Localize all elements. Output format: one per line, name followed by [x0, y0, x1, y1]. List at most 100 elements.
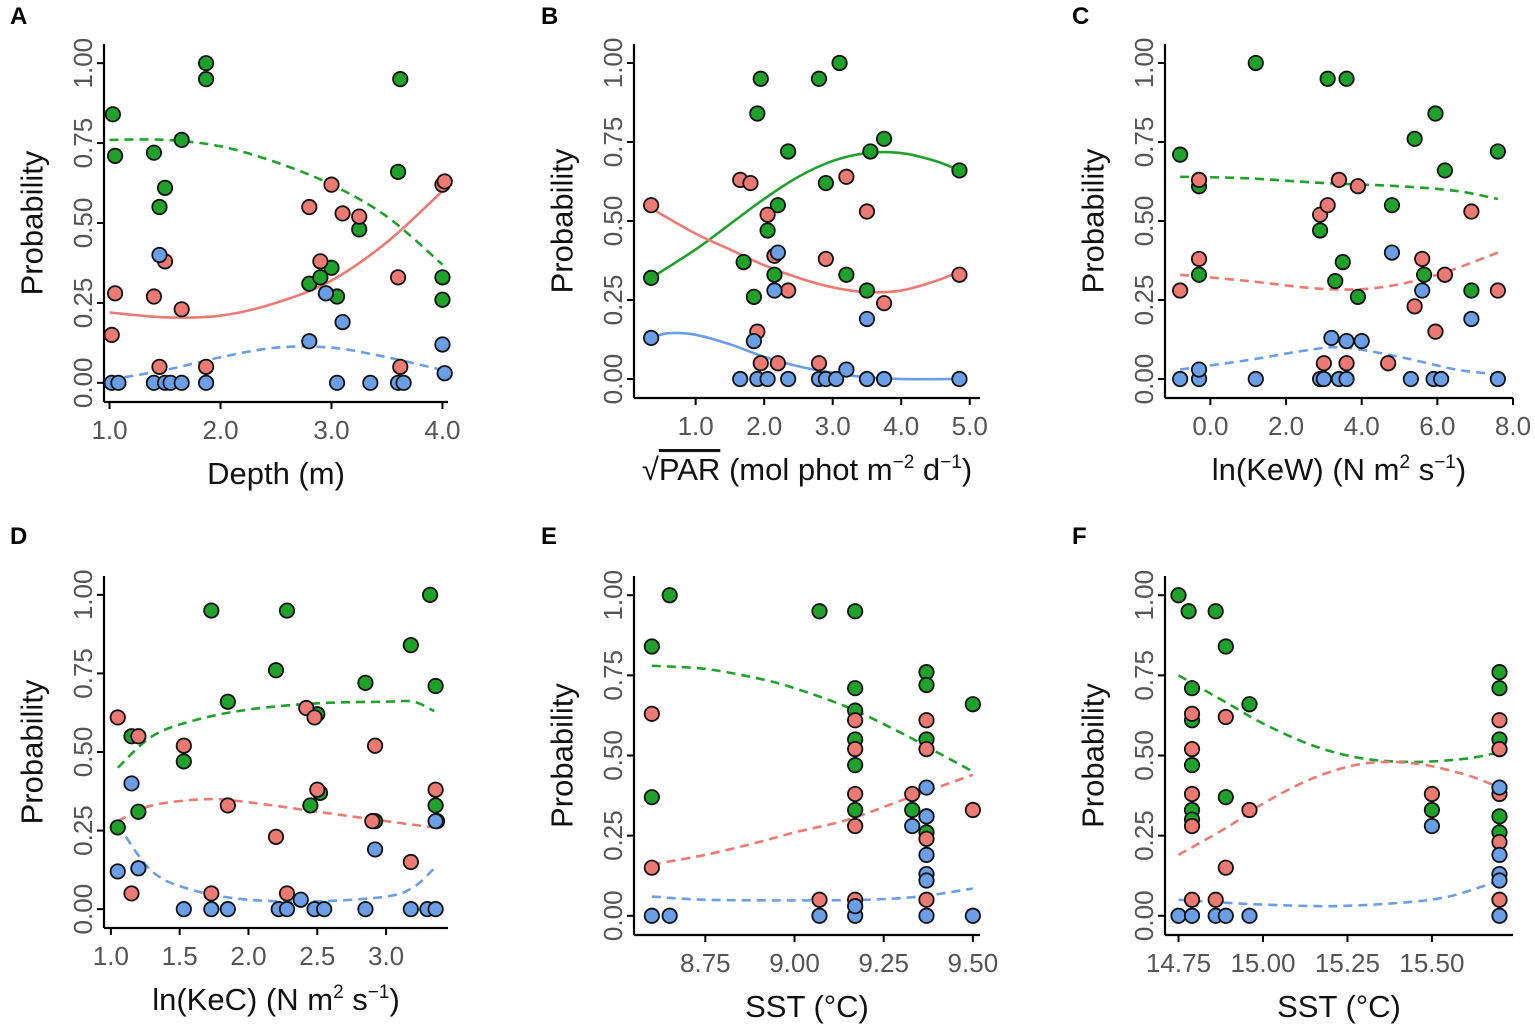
panel-b-y-axis-title: Probability	[545, 148, 580, 293]
panel-c-x-tick-label: 0.0	[1192, 411, 1228, 441]
panel-b-blue-point	[766, 282, 783, 299]
panel-b-xlabel-superscript: −1	[940, 452, 962, 473]
panel-a-red-point	[312, 253, 329, 270]
panel-a-red-point	[301, 198, 318, 216]
panel-d-x-tick-label: 1.5	[162, 941, 198, 971]
panel-f-y-tick-label: 0.50	[1129, 730, 1159, 781]
panel-f: F 0.00 0.25 0.50 0.75 1.00 14.75 15.00 15.25 15.5…	[1072, 523, 1513, 1024]
panel-c-blue-point	[1190, 361, 1208, 378]
panel-a-letter: A	[10, 3, 27, 30]
panel-c-y-tick-label: 1.00	[1129, 38, 1159, 89]
panel-f-red-point	[1423, 785, 1441, 803]
panel-c-xlabel-part: s	[1410, 452, 1434, 487]
panel-f-red-point	[1183, 705, 1201, 722]
panel-d-blue-point	[203, 901, 220, 918]
panel-f-y-tick-label: 0.25	[1129, 810, 1159, 861]
panel-f-green-fit-curve	[1177, 674, 1500, 764]
panel-b-blue-point	[759, 370, 776, 388]
panel-e-y-tick-label: 1.00	[598, 570, 628, 621]
panel-a-blue-point	[173, 374, 190, 391]
panel-b-red-point	[838, 168, 855, 185]
panel-d-red-point	[109, 709, 126, 726]
panel-a-red-point	[334, 205, 351, 222]
panel-d-green-point	[302, 797, 319, 814]
panel-f-red-point	[1217, 708, 1234, 726]
panel-f-green-point	[1423, 801, 1441, 819]
panel-c-x-tick-label: 2.0	[1268, 411, 1304, 441]
panel-f-red-point	[1217, 859, 1234, 876]
panel-f-red-point	[1207, 891, 1224, 908]
panel-f-red-fit-curve	[1177, 760, 1500, 856]
panel-e-blue-point	[918, 872, 935, 889]
panel-a-x-axis-title: Depth (m)	[207, 456, 345, 491]
panel-d-xlabel-part: s	[344, 982, 368, 1017]
panel-d-red-point	[130, 728, 147, 745]
panel-c-y-tick-label: 0.00	[1129, 354, 1159, 405]
panel-b-blue-point	[858, 310, 876, 328]
panel-d-green-point	[175, 753, 192, 770]
panel-b-x-tick-label: 5.0	[952, 411, 988, 441]
panel-b-xlabel-part: d	[914, 452, 940, 487]
panel-b-red-point	[742, 174, 759, 192]
panel-d-letter: D	[10, 523, 27, 550]
panel-b-xlabel-sqrt: √	[642, 452, 659, 487]
panel-d-green-point	[267, 662, 285, 679]
panel-e-green-point	[847, 603, 864, 620]
panel-e: E 0.00 0.25 0.50 0.75 1.00 8.75 9.00 9.25 9.50 Pro…	[541, 523, 998, 1024]
panel-a-green-point	[434, 291, 451, 308]
panel-e-blue-point	[904, 817, 921, 835]
panel-a-y-tick-label: 0.25	[68, 278, 98, 329]
panel-b-green-point	[769, 197, 786, 214]
panel-e-y-tick-label: 0.25	[598, 810, 628, 861]
panel-b-blue-point	[769, 244, 786, 261]
panel-c-blue-point	[1414, 282, 1431, 299]
panel-e-blue-point	[918, 779, 935, 796]
panel-f-green-point	[1217, 638, 1234, 655]
panel-a-y-tick-label: 0.75	[68, 118, 98, 169]
panel-e-blue-point	[918, 907, 935, 924]
panel-b-blue-point	[875, 370, 893, 388]
panel-a-y-tick-label: 1.00	[68, 38, 98, 89]
panel-f-y-tick-label: 1.00	[1129, 570, 1159, 621]
panel-e-red-point	[964, 801, 981, 819]
panel-c: C 0.00 0.25 0.50 0.75 1.00 0.0 2.0 4.0 6.0 8.0 Prob…	[1072, 3, 1531, 487]
panel-c-x-tick-label: 8.0	[1495, 411, 1531, 441]
panel-e-green-point	[918, 676, 935, 694]
panel-e-y-axis-title: Probability	[545, 683, 580, 828]
panel-d-green-point	[203, 602, 220, 619]
panel-b-x-tick-label: 3.0	[815, 411, 851, 441]
panel-b-green-point	[752, 70, 769, 87]
panel-e-blue-point	[811, 907, 828, 924]
panel-e-red-point	[643, 705, 660, 722]
panel-a-blue-point	[110, 374, 127, 391]
panel-d-red-point	[219, 797, 236, 814]
panel-d-blue-point	[109, 863, 126, 880]
panel-d-blue-point	[402, 901, 419, 918]
panel-c-blue-point	[1338, 370, 1355, 388]
panel-c-y-tick-label: 0.25	[1129, 275, 1159, 326]
panel-c-green-point	[1349, 288, 1367, 305]
panel-f-blue-point	[1241, 907, 1258, 924]
panel-e-green-point	[643, 638, 660, 655]
panel-a-green-point	[145, 144, 163, 161]
panel-e-red-point	[918, 830, 935, 847]
panel-a-blue-point	[436, 365, 453, 382]
panel-b-green-point	[735, 253, 752, 271]
panel-c-green-point	[1311, 222, 1329, 239]
panel-d-y-tick-label: 1.00	[68, 570, 98, 621]
panel-a-blue-point	[151, 246, 168, 264]
panel-a-red-point	[323, 176, 340, 193]
panel-c-red-point	[1330, 171, 1348, 189]
panel-f-x-tick-label: 15.00	[1230, 948, 1295, 978]
panel-d-y-tick-label: 0.25	[68, 805, 98, 856]
panel-a-blue-point	[317, 285, 335, 302]
panel-b-xlabel-var: PAR	[659, 452, 720, 487]
panel-f-y-tick-label: 0.00	[1129, 890, 1159, 941]
panel-c-xlabel-superscript: 2	[1400, 452, 1411, 473]
panel-c-green-point	[1416, 266, 1433, 283]
panel-c-red-point	[1315, 355, 1332, 372]
panel-c-x-tick-label: 4.0	[1344, 411, 1380, 441]
panel-b-blue-point	[828, 370, 845, 388]
panel-a-red-point	[392, 358, 409, 375]
panel-d-green-point	[427, 677, 444, 695]
